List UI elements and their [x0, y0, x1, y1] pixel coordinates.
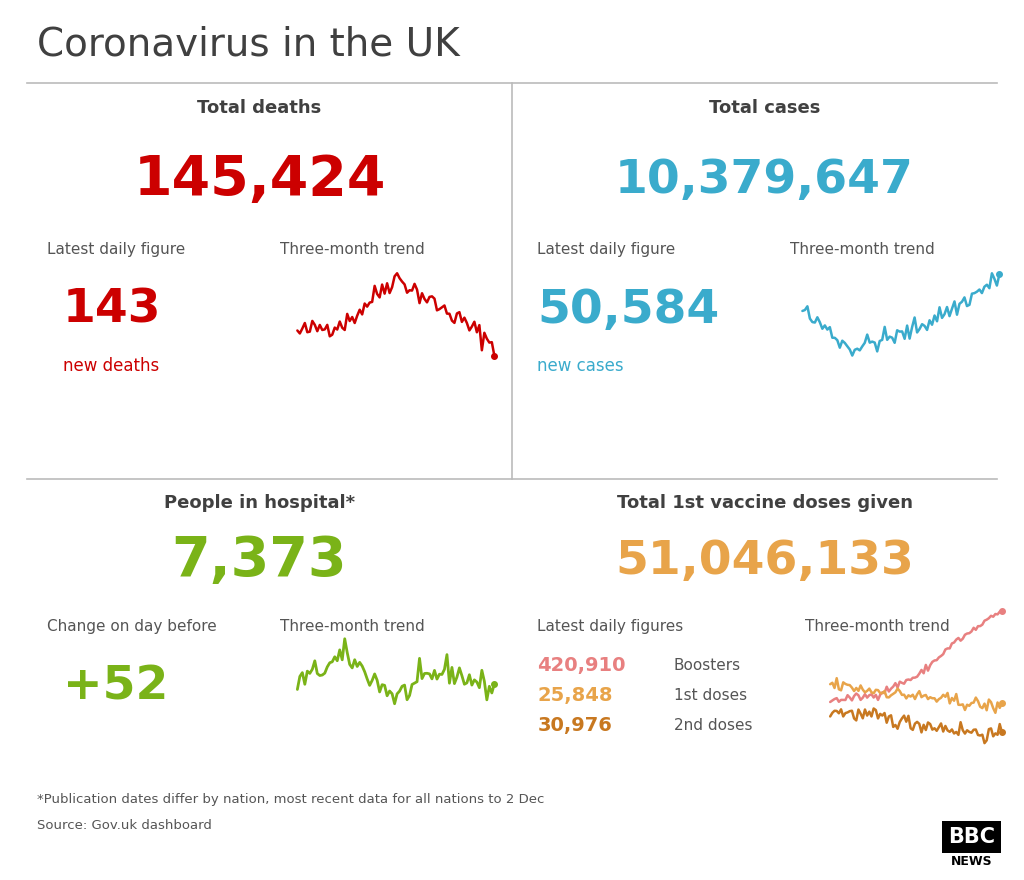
Text: new deaths: new deaths	[62, 357, 159, 376]
Text: 25,848: 25,848	[538, 686, 612, 705]
Text: Latest daily figures: Latest daily figures	[538, 619, 683, 634]
Text: Three-month trend: Three-month trend	[790, 242, 935, 257]
Text: Total 1st vaccine doses given: Total 1st vaccine doses given	[616, 495, 912, 512]
Text: 7,373: 7,373	[172, 534, 347, 588]
Text: Three-month trend: Three-month trend	[805, 619, 949, 634]
Text: Total cases: Total cases	[709, 99, 820, 117]
Text: 2nd doses: 2nd doses	[674, 718, 752, 733]
Text: BBC: BBC	[948, 826, 995, 847]
Text: Three-month trend: Three-month trend	[280, 619, 424, 634]
Text: 51,046,133: 51,046,133	[615, 539, 913, 583]
Text: Boosters: Boosters	[674, 657, 740, 672]
Text: 145,424: 145,424	[133, 153, 386, 207]
Text: Latest daily figure: Latest daily figure	[47, 242, 185, 257]
Text: Coronavirus in the UK: Coronavirus in the UK	[37, 26, 460, 63]
Text: *Publication dates differ by nation, most recent data for all nations to 2 Dec: *Publication dates differ by nation, mos…	[37, 793, 545, 806]
Text: NEWS: NEWS	[951, 855, 992, 869]
Text: 420,910: 420,910	[538, 656, 626, 675]
Text: People in hospital*: People in hospital*	[164, 495, 355, 512]
Text: Source: Gov.uk dashboard: Source: Gov.uk dashboard	[37, 819, 212, 832]
Text: Three-month trend: Three-month trend	[280, 242, 424, 257]
Text: 143: 143	[62, 288, 161, 333]
Text: 1st doses: 1st doses	[674, 688, 746, 703]
Text: new cases: new cases	[538, 357, 624, 376]
Text: 50,584: 50,584	[538, 288, 720, 333]
Text: 10,379,647: 10,379,647	[615, 158, 914, 202]
Text: Change on day before: Change on day before	[47, 619, 217, 634]
Text: Latest daily figure: Latest daily figure	[538, 242, 676, 257]
Text: Total deaths: Total deaths	[198, 99, 322, 117]
Text: +52: +52	[62, 664, 168, 709]
Text: 30,976: 30,976	[538, 716, 612, 736]
